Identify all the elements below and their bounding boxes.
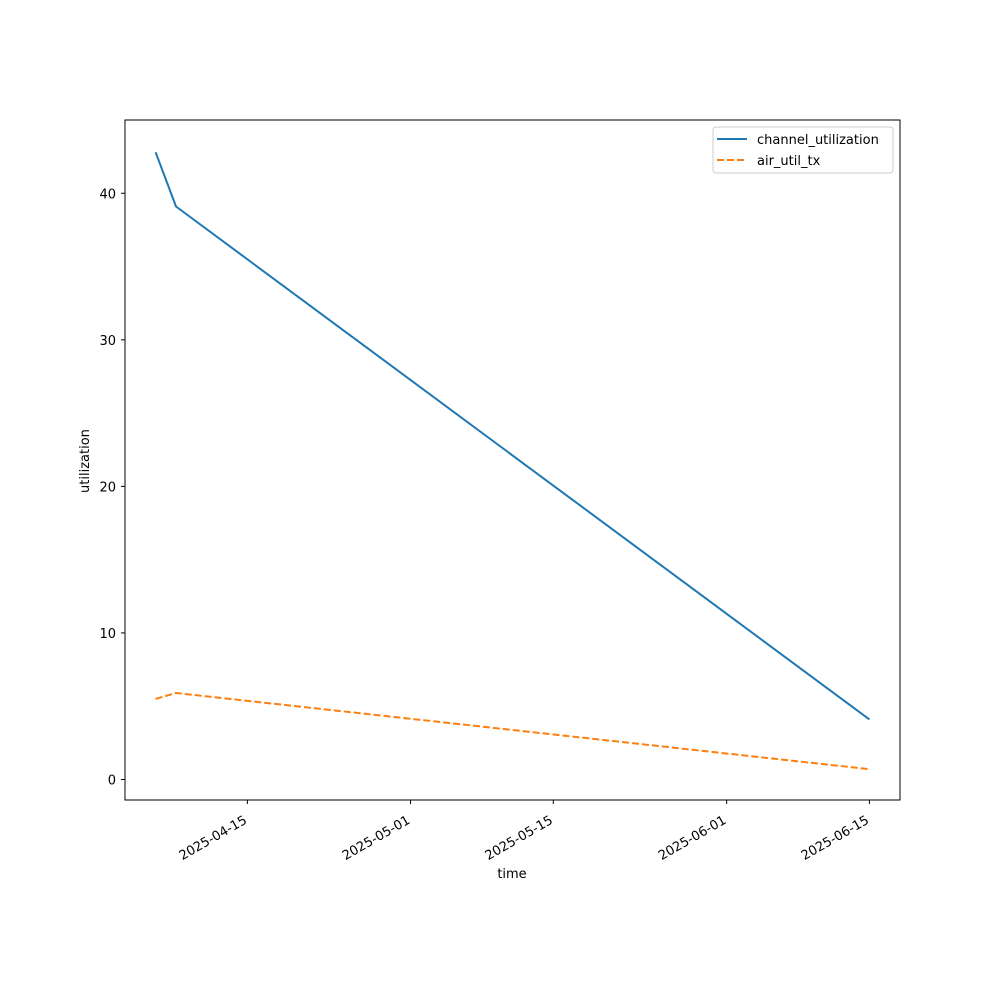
y-axis-label: utilization	[78, 429, 93, 493]
y-tick-label: 30	[99, 334, 116, 349]
plot-area	[154, 151, 870, 771]
x-axis-label: time	[497, 867, 526, 882]
axes-frame	[124, 119, 901, 801]
series-line-channel-utilization	[154, 151, 870, 721]
legend: channel_utilization air_util_tx	[712, 126, 894, 174]
y-tick-label: 10	[99, 627, 116, 642]
legend-label-channel-utilization: channel_utilization	[757, 133, 879, 148]
y-tick-label: 20	[99, 480, 116, 495]
y-tick-label: 0	[108, 773, 116, 788]
legend-box	[712, 126, 894, 174]
series-line-air-util-tx	[155, 692, 870, 771]
y-tick-label: 40	[99, 187, 116, 202]
y-axis: 0 10 20 30 40	[99, 187, 125, 788]
legend-label-air-util-tx: air_util_tx	[757, 154, 821, 169]
